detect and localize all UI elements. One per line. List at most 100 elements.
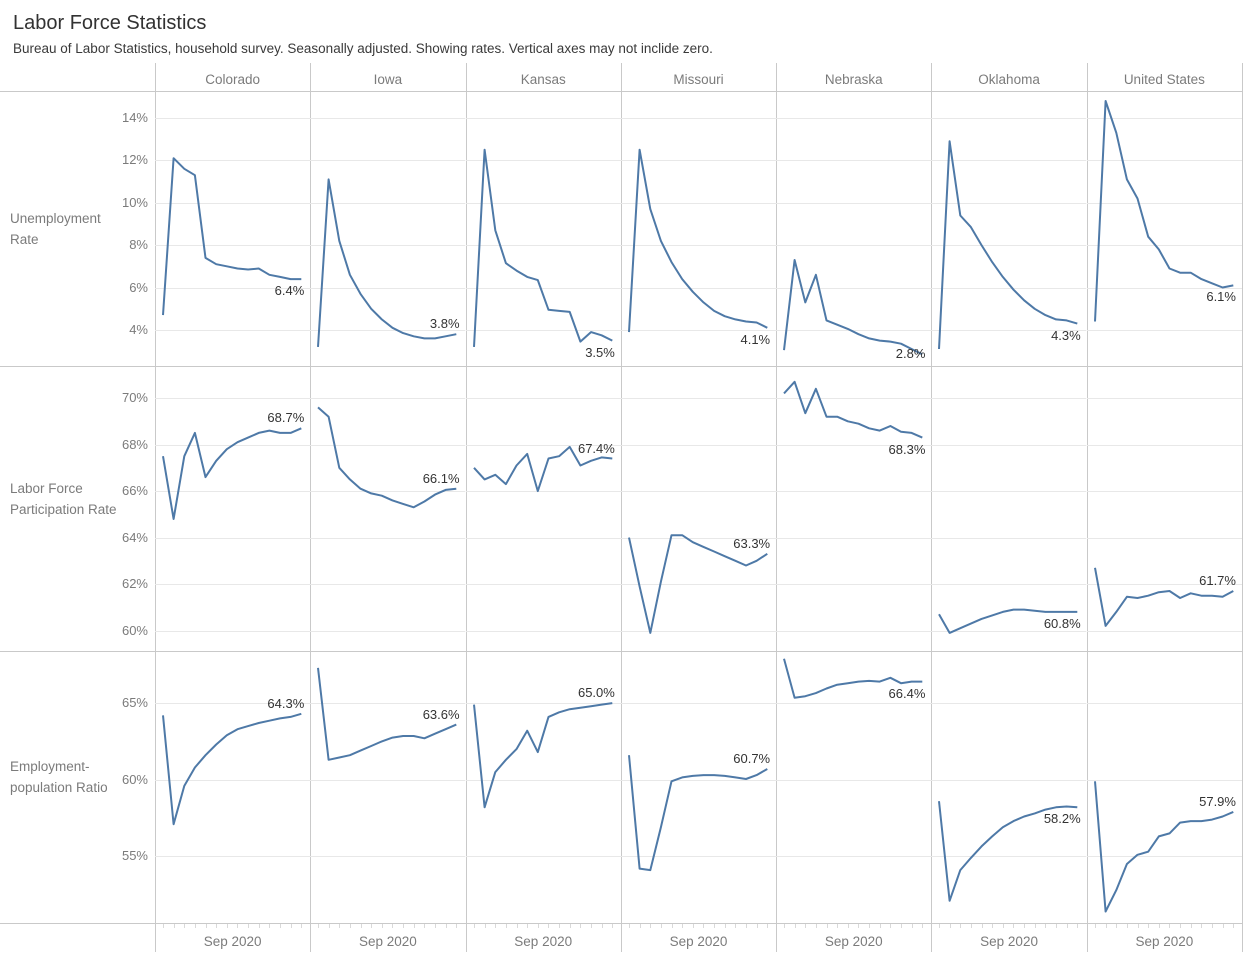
panel-divider-line — [620, 63, 622, 952]
row-category-label: Labor Force Participation Rate — [10, 480, 117, 517]
panel-oklahoma — [931, 398, 1087, 634]
panel-nebraska — [776, 118, 932, 356]
end-value-label: 4.3% — [1051, 327, 1081, 343]
y-axis-tick-label: 60% — [121, 771, 148, 787]
panel-kansas — [465, 398, 621, 632]
end-value-label: 61.7% — [1199, 573, 1236, 589]
trend-line-missouri — [627, 755, 768, 872]
end-value-label: 68.3% — [888, 441, 926, 457]
x-axis-tick-label: Sep 2020 — [514, 934, 573, 949]
panel-divider-line — [1086, 63, 1088, 952]
panel-oklahoma — [931, 703, 1087, 902]
month-tick-marks — [939, 924, 1079, 928]
row-category-label: Unemployment Rate — [10, 210, 101, 247]
y-axis-tick-label: 10% — [121, 194, 148, 210]
end-value-label: 4.1% — [740, 331, 771, 347]
month-tick-marks — [318, 924, 458, 928]
y-axis-tick-label: 66% — [121, 483, 148, 499]
trend-line-kansas — [472, 445, 612, 493]
trend-line-colorado — [162, 712, 302, 826]
y-axis-tick-label: 60% — [121, 622, 148, 638]
panel-united-states — [1086, 398, 1242, 632]
trend-line-iowa — [317, 667, 457, 761]
y-axis-tick-label: 70% — [121, 390, 148, 406]
end-value-label: 60.8% — [1043, 615, 1081, 631]
column-header: Nebraska — [824, 72, 883, 87]
panel-divider-line — [931, 63, 933, 952]
end-value-label: 65.0% — [577, 685, 615, 701]
trend-line-nebraska — [783, 658, 923, 699]
trend-line-colorado — [162, 157, 302, 316]
end-value-label: 66.4% — [888, 685, 926, 701]
month-tick-marks — [1094, 924, 1234, 928]
y-axis-tick-label: 65% — [121, 695, 148, 711]
y-axis-tick-label: 4% — [129, 321, 148, 337]
column-header: Kansas — [520, 72, 566, 87]
panel-divider-line — [310, 63, 312, 952]
trend-line-oklahoma — [938, 608, 1078, 634]
trend-line-united-states — [1093, 781, 1234, 913]
column-header: Colorado — [205, 72, 261, 87]
panel-missouri — [620, 703, 777, 872]
column-header: Missouri — [673, 72, 724, 87]
y-axis-tick-label: 14% — [121, 109, 148, 125]
panel-iowa — [310, 398, 466, 632]
panel-divider-line — [465, 63, 467, 952]
trend-line-colorado — [162, 427, 302, 520]
y-axis-tick-label: 6% — [129, 279, 148, 295]
row-category-label: Employment-population Ratio — [10, 759, 108, 795]
panel-nebraska — [776, 380, 932, 632]
panel-missouri — [620, 118, 777, 333]
panel-united-states — [1086, 703, 1242, 913]
end-value-label: 64.3% — [267, 695, 305, 711]
end-value-label: 63.3% — [733, 535, 771, 551]
panel-divider-line — [155, 63, 156, 952]
end-value-label: 58.2% — [1043, 811, 1081, 827]
x-axis-tick-label: Sep 2020 — [359, 934, 417, 949]
end-value-label: 66.1% — [422, 470, 460, 486]
y-axis-tick-label: 68% — [121, 436, 148, 452]
trend-line-kansas — [472, 148, 613, 347]
panel-oklahoma — [931, 118, 1087, 350]
x-axis-tick-label: Sep 2020 — [203, 934, 262, 949]
column-header: Oklahoma — [978, 72, 1040, 87]
page-subtitle: Bureau of Labor Statistics, household su… — [13, 41, 713, 56]
end-value-label: 63.6% — [422, 706, 460, 722]
trend-line-missouri — [627, 148, 768, 333]
column-header: Iowa — [373, 72, 403, 87]
end-value-label: 6.1% — [1206, 289, 1236, 305]
panel-missouri — [620, 398, 777, 634]
trend-line-iowa — [317, 178, 457, 347]
x-axis-tick-label: Sep 2020 — [1135, 934, 1194, 949]
panel-nebraska — [776, 658, 932, 857]
panel-colorado — [155, 703, 311, 857]
panel-colorado — [155, 118, 311, 331]
month-tick-marks — [163, 924, 302, 928]
end-value-label: 3.8% — [429, 316, 460, 332]
panel-kansas — [465, 702, 621, 857]
trend-line-nebraska — [783, 259, 923, 356]
x-axis-tick-label: Sep 2020 — [980, 934, 1038, 949]
trend-line-missouri — [627, 534, 768, 634]
trend-line-iowa — [317, 406, 457, 509]
y-axis-tick-label: 64% — [121, 529, 148, 545]
end-value-label: 67.4% — [577, 440, 615, 456]
month-tick-marks — [628, 924, 768, 928]
x-axis-tick-label: Sep 2020 — [824, 934, 883, 949]
trend-line-oklahoma — [938, 140, 1079, 350]
panel-divider-line — [776, 63, 778, 952]
column-header: United States — [1123, 72, 1205, 87]
panel-colorado — [155, 398, 311, 632]
panel-kansas — [465, 118, 621, 347]
trend-line-kansas — [472, 702, 613, 809]
y-axis-tick-label: 8% — [129, 237, 148, 253]
panel-iowa — [310, 118, 466, 347]
end-value-label: 57.9% — [1199, 793, 1236, 809]
end-value-label: 68.7% — [267, 410, 305, 426]
page-title: Labor Force Statistics — [13, 12, 207, 34]
month-tick-marks — [473, 924, 613, 928]
y-axis-tick-label: 55% — [121, 848, 148, 864]
month-tick-marks — [784, 924, 924, 928]
trend-line-united-states — [1093, 100, 1234, 322]
